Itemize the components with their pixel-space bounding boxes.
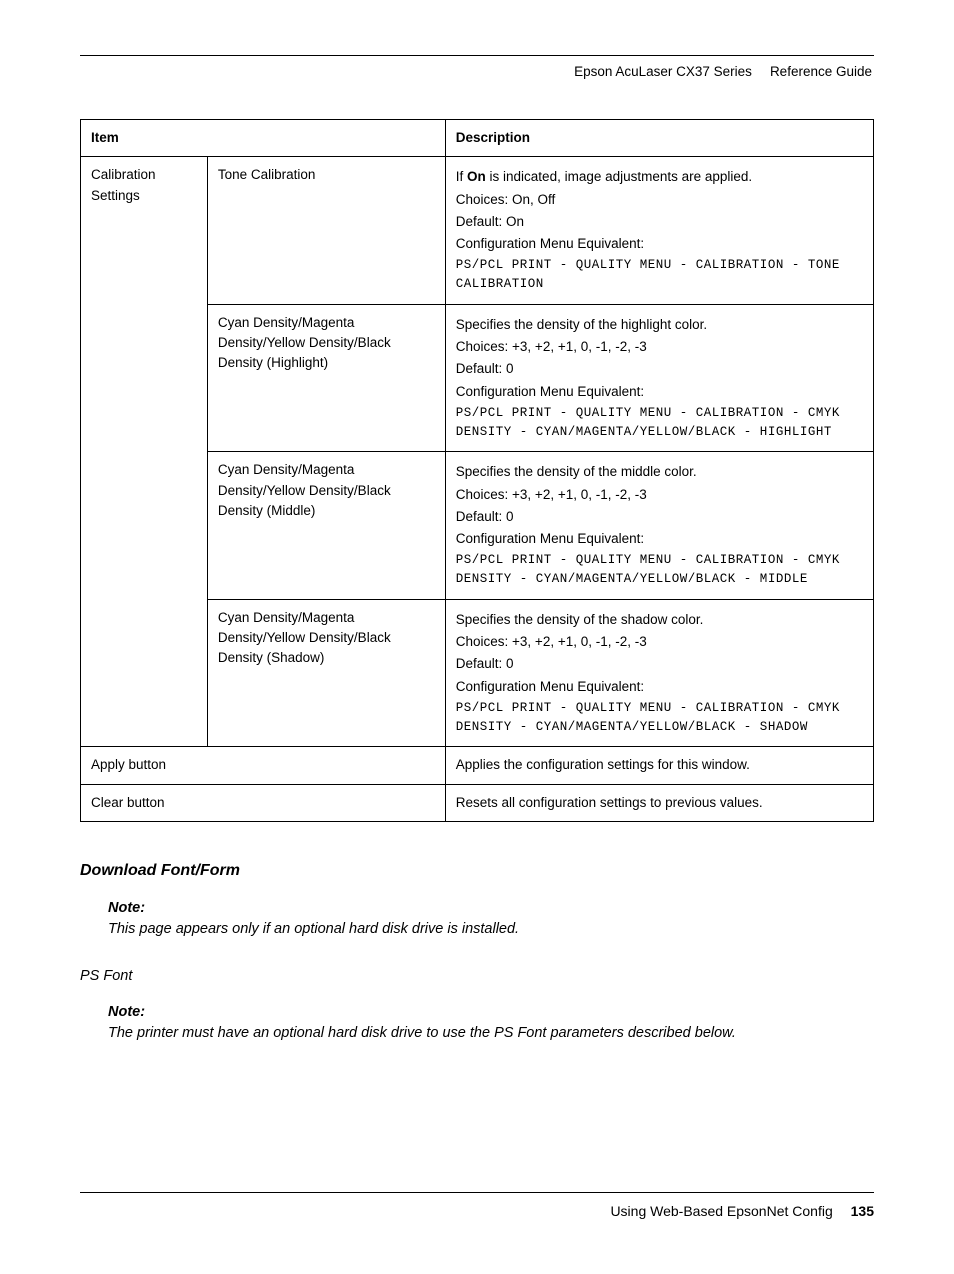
description-cell: If On is indicated, image adjustments ar…	[445, 157, 873, 305]
page-header: Epson AcuLaser CX37 Series Reference Guid…	[80, 64, 874, 79]
footer-page-number: 135	[851, 1203, 874, 1219]
table-row: Apply buttonApplies the configuration se…	[81, 747, 874, 784]
header-rule	[80, 55, 874, 56]
page-footer: Using Web-Based EpsonNet Config 135	[80, 1192, 874, 1219]
description-line: Configuration Menu Equivalent:	[456, 382, 863, 402]
footer-rule	[80, 1192, 874, 1193]
table-row: Clear buttonResets all configuration set…	[81, 784, 874, 821]
description-line: PS/PCL PRINT - QUALITY MENU - CALIBRATIO…	[456, 699, 863, 737]
description-line: PS/PCL PRINT - QUALITY MENU - CALIBRATIO…	[456, 551, 863, 589]
description-line: Specifies the density of the middle colo…	[456, 462, 863, 482]
description-cell: Specifies the density of the middle colo…	[445, 452, 873, 600]
description-line: Default: 0	[456, 359, 863, 379]
note-label: Note:	[108, 1002, 874, 1023]
col-header-item: Item	[81, 120, 446, 157]
sub-item-cell: Tone Calibration	[207, 157, 445, 305]
header-product: Epson AcuLaser CX37 Series	[574, 64, 752, 79]
table-header-row: Item Description	[81, 120, 874, 157]
item-cell: Apply button	[81, 747, 446, 784]
sub-heading: PS Font	[80, 968, 874, 984]
description-cell: Specifies the density of the shadow colo…	[445, 599, 873, 747]
description-line: Choices: +3, +2, +1, 0, -1, -2, -3	[456, 485, 863, 505]
sub-item-cell: Cyan Density/Magenta Density/Yellow Dens…	[207, 452, 445, 600]
section-heading: Download Font/Form	[80, 862, 874, 880]
note-body: The printer must have an optional hard d…	[108, 1023, 874, 1044]
description-line: Choices: On, Off	[456, 190, 863, 210]
description-line: If On is indicated, image adjustments ar…	[456, 167, 863, 187]
description-cell: Resets all configuration settings to pre…	[445, 784, 873, 821]
description-line: Choices: +3, +2, +1, 0, -1, -2, -3	[456, 632, 863, 652]
group-cell: Calibration Settings	[81, 157, 208, 747]
description-line: PS/PCL PRINT - QUALITY MENU - CALIBRATIO…	[456, 404, 863, 442]
table-row: Calibration SettingsTone CalibrationIf O…	[81, 157, 874, 305]
note-body: This page appears only if an optional ha…	[108, 919, 874, 940]
sub-item-cell: Cyan Density/Magenta Density/Yellow Dens…	[207, 599, 445, 747]
description-line: Default: On	[456, 212, 863, 232]
sub-item-cell: Cyan Density/Magenta Density/Yellow Dens…	[207, 304, 445, 452]
table-body: Calibration SettingsTone Calibration If O…	[81, 157, 874, 822]
note-block-1: Note: This page appears only if an optio…	[108, 898, 874, 940]
description-line: PS/PCL PRINT - QUALITY MENU - CALIBRATIO…	[456, 256, 863, 294]
description-line: Configuration Menu Equivalent:	[456, 677, 863, 697]
header-doctype: Reference Guide	[770, 64, 872, 79]
item-cell: Clear button	[81, 784, 446, 821]
note-label: Note:	[108, 898, 874, 919]
description-cell: Specifies the density of the highlight c…	[445, 304, 873, 452]
note-block-2: Note: The printer must have an optional …	[108, 1002, 874, 1044]
footer-text: Using Web-Based EpsonNet Config	[610, 1203, 832, 1219]
description-line: Choices: +3, +2, +1, 0, -1, -2, -3	[456, 337, 863, 357]
description-line: Default: 0	[456, 507, 863, 527]
description-line: Configuration Menu Equivalent:	[456, 234, 863, 254]
settings-table: Item Description Calibration SettingsTon…	[80, 119, 874, 822]
description-cell: Applies the configuration settings for t…	[445, 747, 873, 784]
description-line: Default: 0	[456, 654, 863, 674]
description-line: Specifies the density of the shadow colo…	[456, 610, 863, 630]
description-line: Specifies the density of the highlight c…	[456, 315, 863, 335]
description-line: Configuration Menu Equivalent:	[456, 529, 863, 549]
col-header-description: Description	[445, 120, 873, 157]
